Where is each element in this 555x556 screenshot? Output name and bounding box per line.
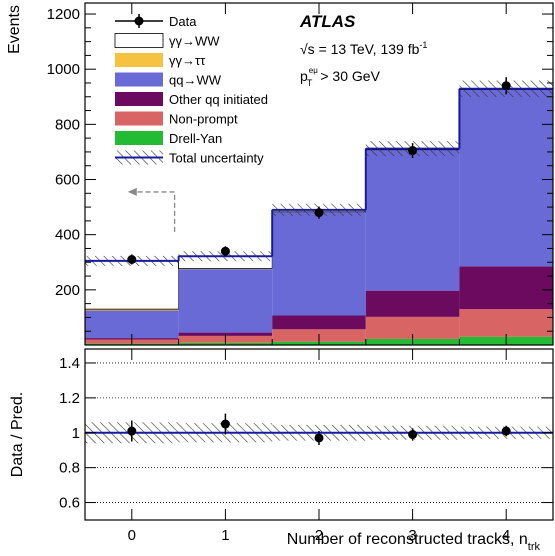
- bar-otherqqinitiated-4: [459, 266, 553, 310]
- legend-entry-6: Drell-Yan: [115, 131, 222, 146]
- ratio-x-ticks: 0 1 2 3 4: [128, 349, 510, 544]
- signal-region-arrow: [127, 187, 176, 232]
- y-tick-label-1200: 1200: [47, 6, 80, 23]
- data-point-3: [408, 146, 418, 156]
- pt-subscript: T: [307, 78, 313, 88]
- ratio-y-tick-label-0: 0.6: [59, 495, 80, 512]
- x-tick-label-1: 1: [221, 527, 229, 544]
- legend-label-0: Data: [169, 14, 197, 29]
- bar-otherqqinitiated-2: [272, 315, 366, 330]
- data-point-4: [501, 81, 511, 91]
- annotations: ATLAS √s = 13 TeV, 139 fb-1 peμ T > 30 GeV: [299, 12, 427, 88]
- ratio-y-tick-label-3: 1.2: [59, 390, 80, 407]
- main-y-ticks: 200 400 600 800 1000 1200: [47, 6, 553, 332]
- legend-swatch-6: [115, 131, 163, 145]
- data-point-2: [314, 208, 324, 218]
- bar-nonprompt-3: [365, 316, 460, 339]
- legend-label-2: γγ→ττ: [169, 53, 206, 68]
- legend-entry-4: Other qq initiated: [115, 92, 268, 107]
- bar-qqww-4: [459, 89, 553, 267]
- legend-entry-2: γγ→ττ: [115, 53, 206, 68]
- legend-label-7: Total uncertainty: [169, 151, 264, 166]
- ratio-point-4: [501, 426, 511, 436]
- main-y-axis-title: Events: [6, 5, 23, 54]
- ratio-point-1: [220, 419, 230, 429]
- legend-label-3: qq→WW: [169, 73, 222, 88]
- legend-swatch-1: [114, 33, 164, 48]
- legend: Data γγ→WW γγ→ττ qq→WW Other qq initiated Non…: [114, 14, 268, 166]
- bar-qqww-2: [272, 212, 366, 316]
- y-tick-label-200: 200: [55, 282, 80, 299]
- legend-swatch-3: [115, 72, 163, 87]
- y-tick-label-400: 400: [55, 227, 80, 244]
- bar-qqww-1: [178, 269, 273, 333]
- legend-label-6: Drell-Yan: [169, 131, 222, 146]
- ratio-y-ticks: 0.6 0.8 1 1.2 1.4: [59, 355, 553, 512]
- arrow-head: [127, 187, 137, 196]
- arrow-line: [135, 191, 176, 232]
- data-points: [127, 77, 511, 265]
- legend-label-5: Non-prompt: [169, 112, 238, 127]
- pt-cut-value: > 30 GeV: [320, 68, 380, 84]
- x-tick-label-0: 0: [128, 527, 136, 544]
- bar-ww-0: [84, 260, 179, 310]
- x-tick-label-4: 4: [502, 527, 510, 544]
- bar-qqww-0: [85, 310, 179, 339]
- y-tick-label-600: 600: [55, 172, 80, 189]
- legend-entry-5: Non-prompt: [115, 111, 238, 127]
- x-tick-label-2: 2: [315, 527, 323, 544]
- ratio-point-0: [127, 426, 137, 436]
- legend-label-4: Other qq initiated: [169, 92, 268, 107]
- ratio-points: [127, 413, 511, 445]
- x-axis-title: Number of reconstructed tracks, ntrk: [287, 531, 541, 553]
- ratio-plot: 0.6 0.8 1 1.2 1.4 0 1 2 3 4 Data / Pred.: [9, 348, 554, 544]
- ratio-y-tick-label-1: 0.8: [59, 460, 80, 477]
- bar-qqww-3: [365, 150, 460, 291]
- data-point-0: [127, 255, 137, 264]
- bar--0: [85, 309, 179, 311]
- ratio-point-2: [314, 433, 324, 443]
- y-tick-label-800: 800: [55, 116, 80, 133]
- legend-swatch-2: [115, 53, 163, 67]
- pt-cut-label: peμ T > 30 GeV: [300, 66, 381, 88]
- legend-swatch-5: [115, 111, 163, 126]
- pt-symbol: p: [300, 68, 308, 84]
- legend-entry-7: Total uncertainty: [115, 150, 264, 166]
- energy-label: √s = 13 TeV, 139 fb-1: [300, 40, 427, 57]
- legend-label-1: γγ→WW: [169, 34, 220, 49]
- pt-superscript: eμ: [309, 66, 318, 75]
- bar-otherqqinitiated-3: [365, 290, 460, 317]
- main-plot: 200 400 600 800 1000 1200 Events: [6, 2, 554, 346]
- legend-entry-1: γγ→WW: [114, 33, 220, 49]
- data-point-1: [220, 246, 230, 256]
- legend-entry-3: qq→WW: [115, 72, 222, 88]
- ratio-point-3: [408, 430, 418, 439]
- legend-data-marker: [134, 16, 144, 26]
- legend-swatch-4: [115, 92, 163, 106]
- ratio-y-tick-label-2: 1: [72, 425, 80, 442]
- y-tick-label-1000: 1000: [47, 61, 80, 78]
- ratio-y-axis-title: Data / Pred.: [9, 392, 26, 477]
- ratio-y-tick-label-4: 1.4: [59, 355, 80, 372]
- x-tick-label-3: 3: [408, 527, 416, 544]
- atlas-label: ATLAS: [299, 12, 356, 31]
- legend-entry-0: Data: [115, 14, 197, 29]
- main-x-ticks: [84, 3, 507, 345]
- bar-nonprompt-4: [459, 309, 553, 337]
